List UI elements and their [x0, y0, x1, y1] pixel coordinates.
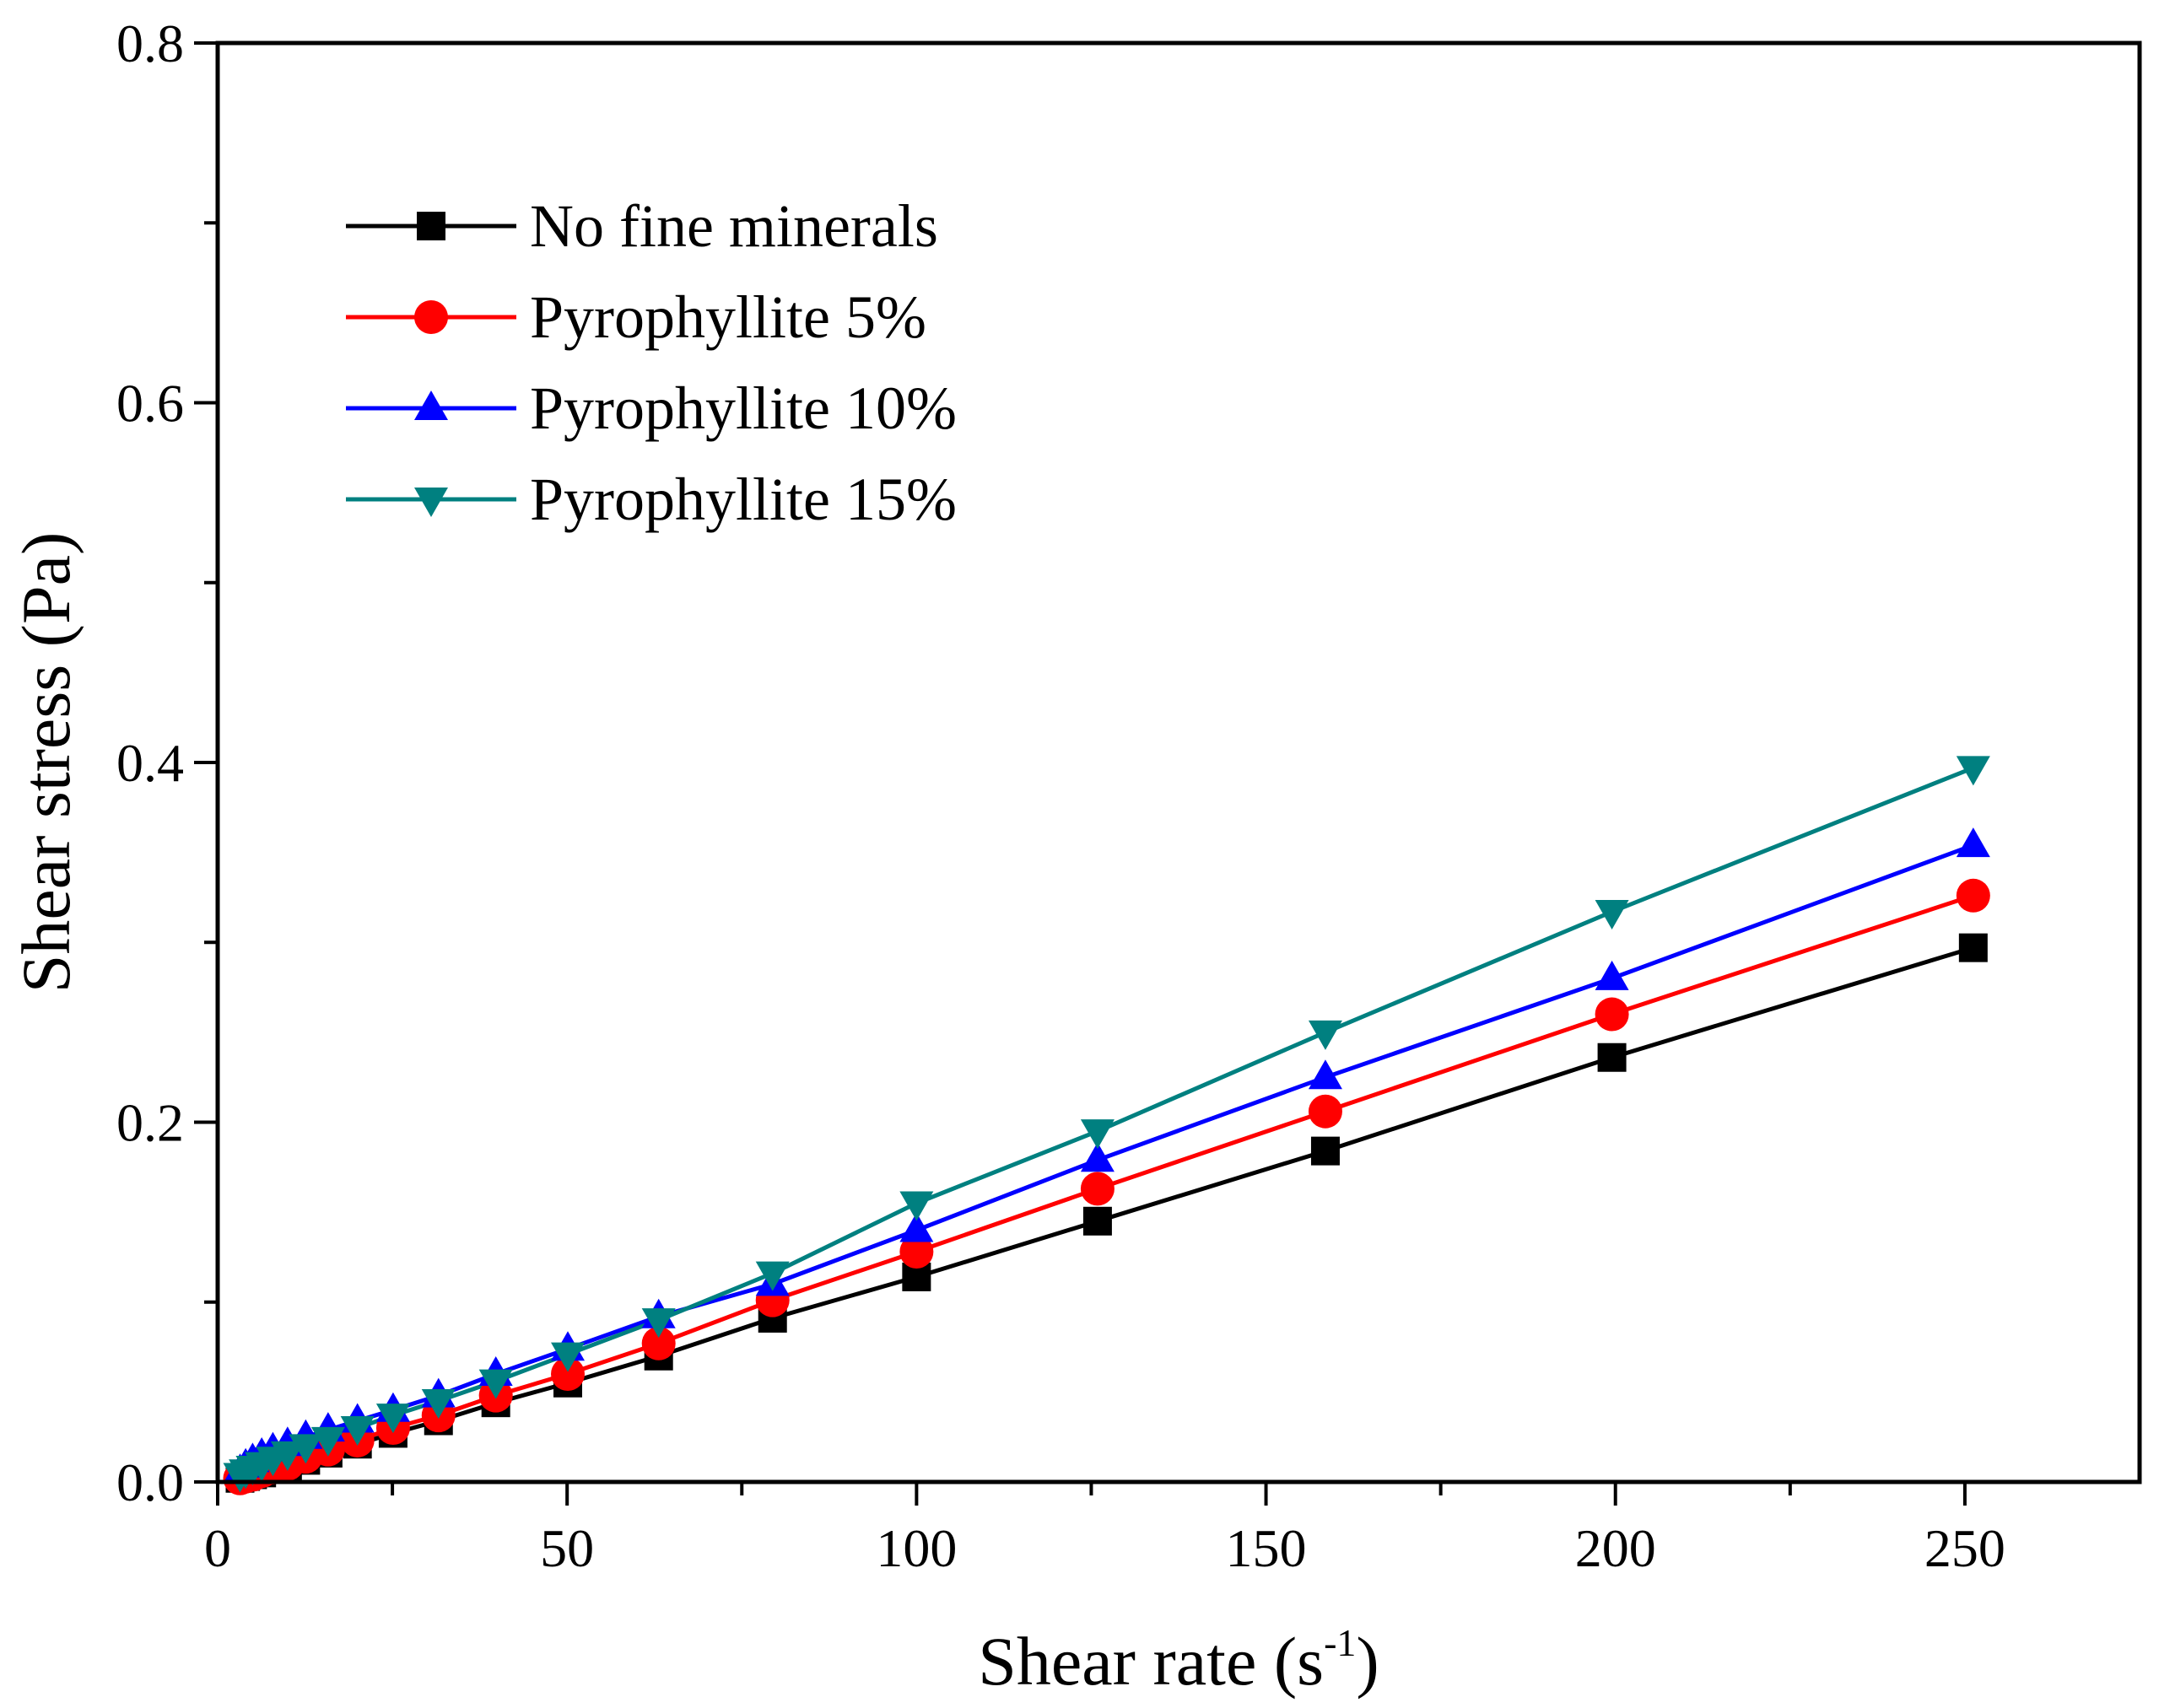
y-tick-label: 0.6: [116, 374, 184, 434]
legend-label: No fine minerals: [530, 192, 938, 260]
data-point-s2-14: [641, 1326, 676, 1360]
x-tick-label: 100: [876, 1518, 957, 1578]
data-point-s4-19: [1595, 899, 1629, 929]
series-markers-2: [223, 878, 1990, 1495]
legend-label: Pyrophyllite 10%: [530, 374, 957, 442]
y-tick-label: 0.2: [116, 1093, 184, 1153]
data-point-s4-14: [641, 1308, 676, 1339]
legend-item-2: Pyrophyllite 5%: [346, 283, 926, 351]
y-axis-title: Shear stress (Pa): [8, 532, 84, 994]
data-point-s3-16: [899, 1212, 934, 1242]
legend-item-1: No fine minerals: [346, 192, 938, 260]
legend-label: Pyrophyllite 5%: [530, 283, 926, 351]
plot-frame: [215, 40, 2142, 1484]
data-point-s1-20: [1958, 933, 1988, 962]
data-point-s4-16: [899, 1191, 934, 1221]
plot-markers: [223, 756, 1990, 1495]
y-tick-label: 0.0: [116, 1452, 184, 1512]
data-point-s4-13: [551, 1342, 586, 1372]
y-tick-label: 0.4: [116, 733, 184, 793]
data-point-s4-6: [270, 1441, 305, 1471]
legend-marker: [414, 391, 448, 420]
data-point-s3-17: [1080, 1142, 1115, 1172]
data-point-s2-13: [551, 1357, 586, 1392]
legend-item-3: Pyrophyllite 10%: [346, 374, 957, 442]
data-point-s3-19: [1595, 960, 1629, 990]
data-point-s4-11: [421, 1389, 456, 1420]
data-point-s2-20: [1956, 878, 1990, 913]
data-point-s4-7: [289, 1434, 323, 1464]
data-point-s2-18: [1308, 1094, 1342, 1129]
x-tick-label: 50: [540, 1518, 594, 1578]
data-point-s4-20: [1956, 756, 1990, 786]
data-point-s4-15: [755, 1261, 790, 1291]
x-tick-label: 0: [204, 1518, 231, 1578]
data-point-s3-18: [1308, 1059, 1342, 1090]
data-point-s4-12: [478, 1369, 513, 1399]
data-point-s4-18: [1308, 1020, 1342, 1050]
data-point-s4-17: [1080, 1119, 1115, 1150]
data-point-s4-9: [340, 1416, 375, 1447]
legend-item-4: Pyrophyllite 15%: [346, 466, 957, 533]
legend-marker: [417, 212, 445, 240]
x-axis-title: Shear rate (s-1): [978, 1621, 1379, 1700]
x-tick-label: 200: [1575, 1518, 1656, 1578]
data-point-s1-17: [1082, 1206, 1112, 1236]
data-point-s4-8: [310, 1426, 345, 1457]
legend-marker: [414, 488, 448, 517]
data-point-s3-20: [1956, 827, 1990, 858]
legend-marker: [414, 300, 448, 334]
data-point-s2-17: [1080, 1172, 1115, 1206]
data-point-s2-19: [1595, 997, 1629, 1032]
legend: No fine minerals Pyrophyllite 5% Pyrophyll…: [346, 192, 957, 533]
axis-ticks: [194, 41, 1967, 1506]
legend-label: Pyrophyllite 15%: [530, 466, 957, 533]
data-point-s2-16: [899, 1235, 934, 1269]
series-markers-4: [223, 756, 1990, 1493]
data-point-s1-18: [1310, 1136, 1340, 1166]
axis-tick-labels: 0 50 100 150 200 250 0.0 0.2 0.4 0.6 0.8: [116, 13, 2005, 1578]
y-tick-label: 0.8: [116, 13, 184, 73]
data-point-s1-19: [1597, 1043, 1627, 1072]
data-point-s4-10: [375, 1404, 410, 1434]
x-tick-label: 250: [1924, 1518, 2005, 1578]
x-tick-label: 150: [1226, 1518, 1307, 1578]
